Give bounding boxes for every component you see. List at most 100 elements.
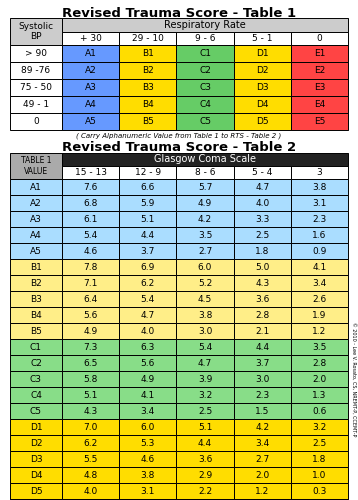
Bar <box>10 79 62 96</box>
Bar <box>62 419 119 435</box>
Text: 3.0: 3.0 <box>255 374 269 384</box>
Bar <box>234 387 291 403</box>
Text: 3.8: 3.8 <box>198 310 212 320</box>
Bar <box>62 371 119 387</box>
Text: 2.7: 2.7 <box>198 246 212 256</box>
Text: C4: C4 <box>199 100 211 109</box>
Text: Systolic
BP: Systolic BP <box>19 22 54 41</box>
Text: 3.4: 3.4 <box>255 438 269 448</box>
Bar <box>62 32 119 45</box>
Bar <box>234 451 291 467</box>
Text: 5.2: 5.2 <box>198 278 212 287</box>
Bar <box>291 339 348 355</box>
Bar <box>291 403 348 419</box>
Text: 6.3: 6.3 <box>141 342 155 351</box>
Bar <box>291 113 348 130</box>
Bar <box>119 96 176 113</box>
Bar <box>119 323 176 339</box>
Text: 3.6: 3.6 <box>198 454 212 464</box>
Text: + 30: + 30 <box>80 34 102 43</box>
Bar <box>119 62 176 79</box>
Text: 5.4: 5.4 <box>141 294 155 304</box>
Bar <box>10 339 62 355</box>
Text: C5: C5 <box>199 117 211 126</box>
Bar <box>119 79 176 96</box>
Text: E4: E4 <box>314 100 325 109</box>
Text: E3: E3 <box>314 83 325 92</box>
Bar <box>62 243 119 259</box>
Bar <box>10 499 62 500</box>
Text: 3.2: 3.2 <box>312 422 326 432</box>
Bar <box>10 387 62 403</box>
Bar <box>62 153 348 166</box>
Bar <box>291 371 348 387</box>
Bar <box>291 62 348 79</box>
Bar <box>62 179 119 195</box>
Text: 3.9: 3.9 <box>198 374 212 384</box>
Text: ( Carry Alphanumeric Value from Table 1 to RTS - Table 2 ): ( Carry Alphanumeric Value from Table 1 … <box>76 132 282 138</box>
Bar <box>119 113 176 130</box>
Text: 4.4: 4.4 <box>255 342 269 351</box>
Bar <box>234 113 291 130</box>
Text: 4.0: 4.0 <box>255 198 269 207</box>
Bar <box>291 419 348 435</box>
Bar <box>10 371 62 387</box>
Bar <box>10 483 62 499</box>
Bar <box>176 179 234 195</box>
Text: A4: A4 <box>30 230 42 239</box>
Bar <box>62 403 119 419</box>
Text: A4: A4 <box>85 100 96 109</box>
Text: D4: D4 <box>256 100 268 109</box>
Text: 3.6: 3.6 <box>255 294 269 304</box>
Text: B3: B3 <box>30 294 42 304</box>
Bar <box>176 259 234 275</box>
Bar <box>119 275 176 291</box>
Text: C5: C5 <box>30 406 42 416</box>
Bar <box>10 291 62 307</box>
Bar <box>62 339 119 355</box>
Text: 7.3: 7.3 <box>83 342 98 351</box>
Bar <box>234 211 291 227</box>
Text: D2: D2 <box>30 438 42 448</box>
Bar <box>10 259 62 275</box>
Text: 1.2: 1.2 <box>255 486 269 496</box>
Text: 4.1: 4.1 <box>312 262 326 272</box>
Text: D1: D1 <box>256 49 268 58</box>
Bar <box>62 387 119 403</box>
Bar <box>119 166 176 179</box>
Text: 5.1: 5.1 <box>198 422 212 432</box>
Bar <box>291 96 348 113</box>
Text: > 90: > 90 <box>25 49 47 58</box>
Bar <box>119 483 176 499</box>
Bar <box>291 483 348 499</box>
Text: A1: A1 <box>30 182 42 192</box>
Text: 5.6: 5.6 <box>141 358 155 368</box>
Text: 6.2: 6.2 <box>141 278 155 287</box>
Bar <box>234 243 291 259</box>
Bar <box>291 195 348 211</box>
Bar <box>10 18 62 45</box>
Text: 1.8: 1.8 <box>255 246 269 256</box>
Bar <box>62 79 119 96</box>
Text: 4.7: 4.7 <box>255 182 269 192</box>
Bar <box>62 195 119 211</box>
Text: 7.6: 7.6 <box>83 182 98 192</box>
Text: 1.8: 1.8 <box>312 454 326 464</box>
Text: 3.8: 3.8 <box>312 182 326 192</box>
Bar <box>119 387 176 403</box>
Bar <box>62 451 119 467</box>
Text: B3: B3 <box>142 83 154 92</box>
Text: 6.6: 6.6 <box>141 182 155 192</box>
Text: 6.0: 6.0 <box>141 422 155 432</box>
Bar <box>62 467 119 483</box>
Text: 5.4: 5.4 <box>198 342 212 351</box>
Text: 4.2: 4.2 <box>255 422 269 432</box>
Text: 1.2: 1.2 <box>312 326 326 336</box>
Text: 4.8: 4.8 <box>83 470 98 480</box>
Bar <box>176 355 234 371</box>
Bar <box>234 96 291 113</box>
Bar <box>62 227 119 243</box>
Bar <box>119 259 176 275</box>
Text: A1: A1 <box>84 49 97 58</box>
Bar <box>176 323 234 339</box>
